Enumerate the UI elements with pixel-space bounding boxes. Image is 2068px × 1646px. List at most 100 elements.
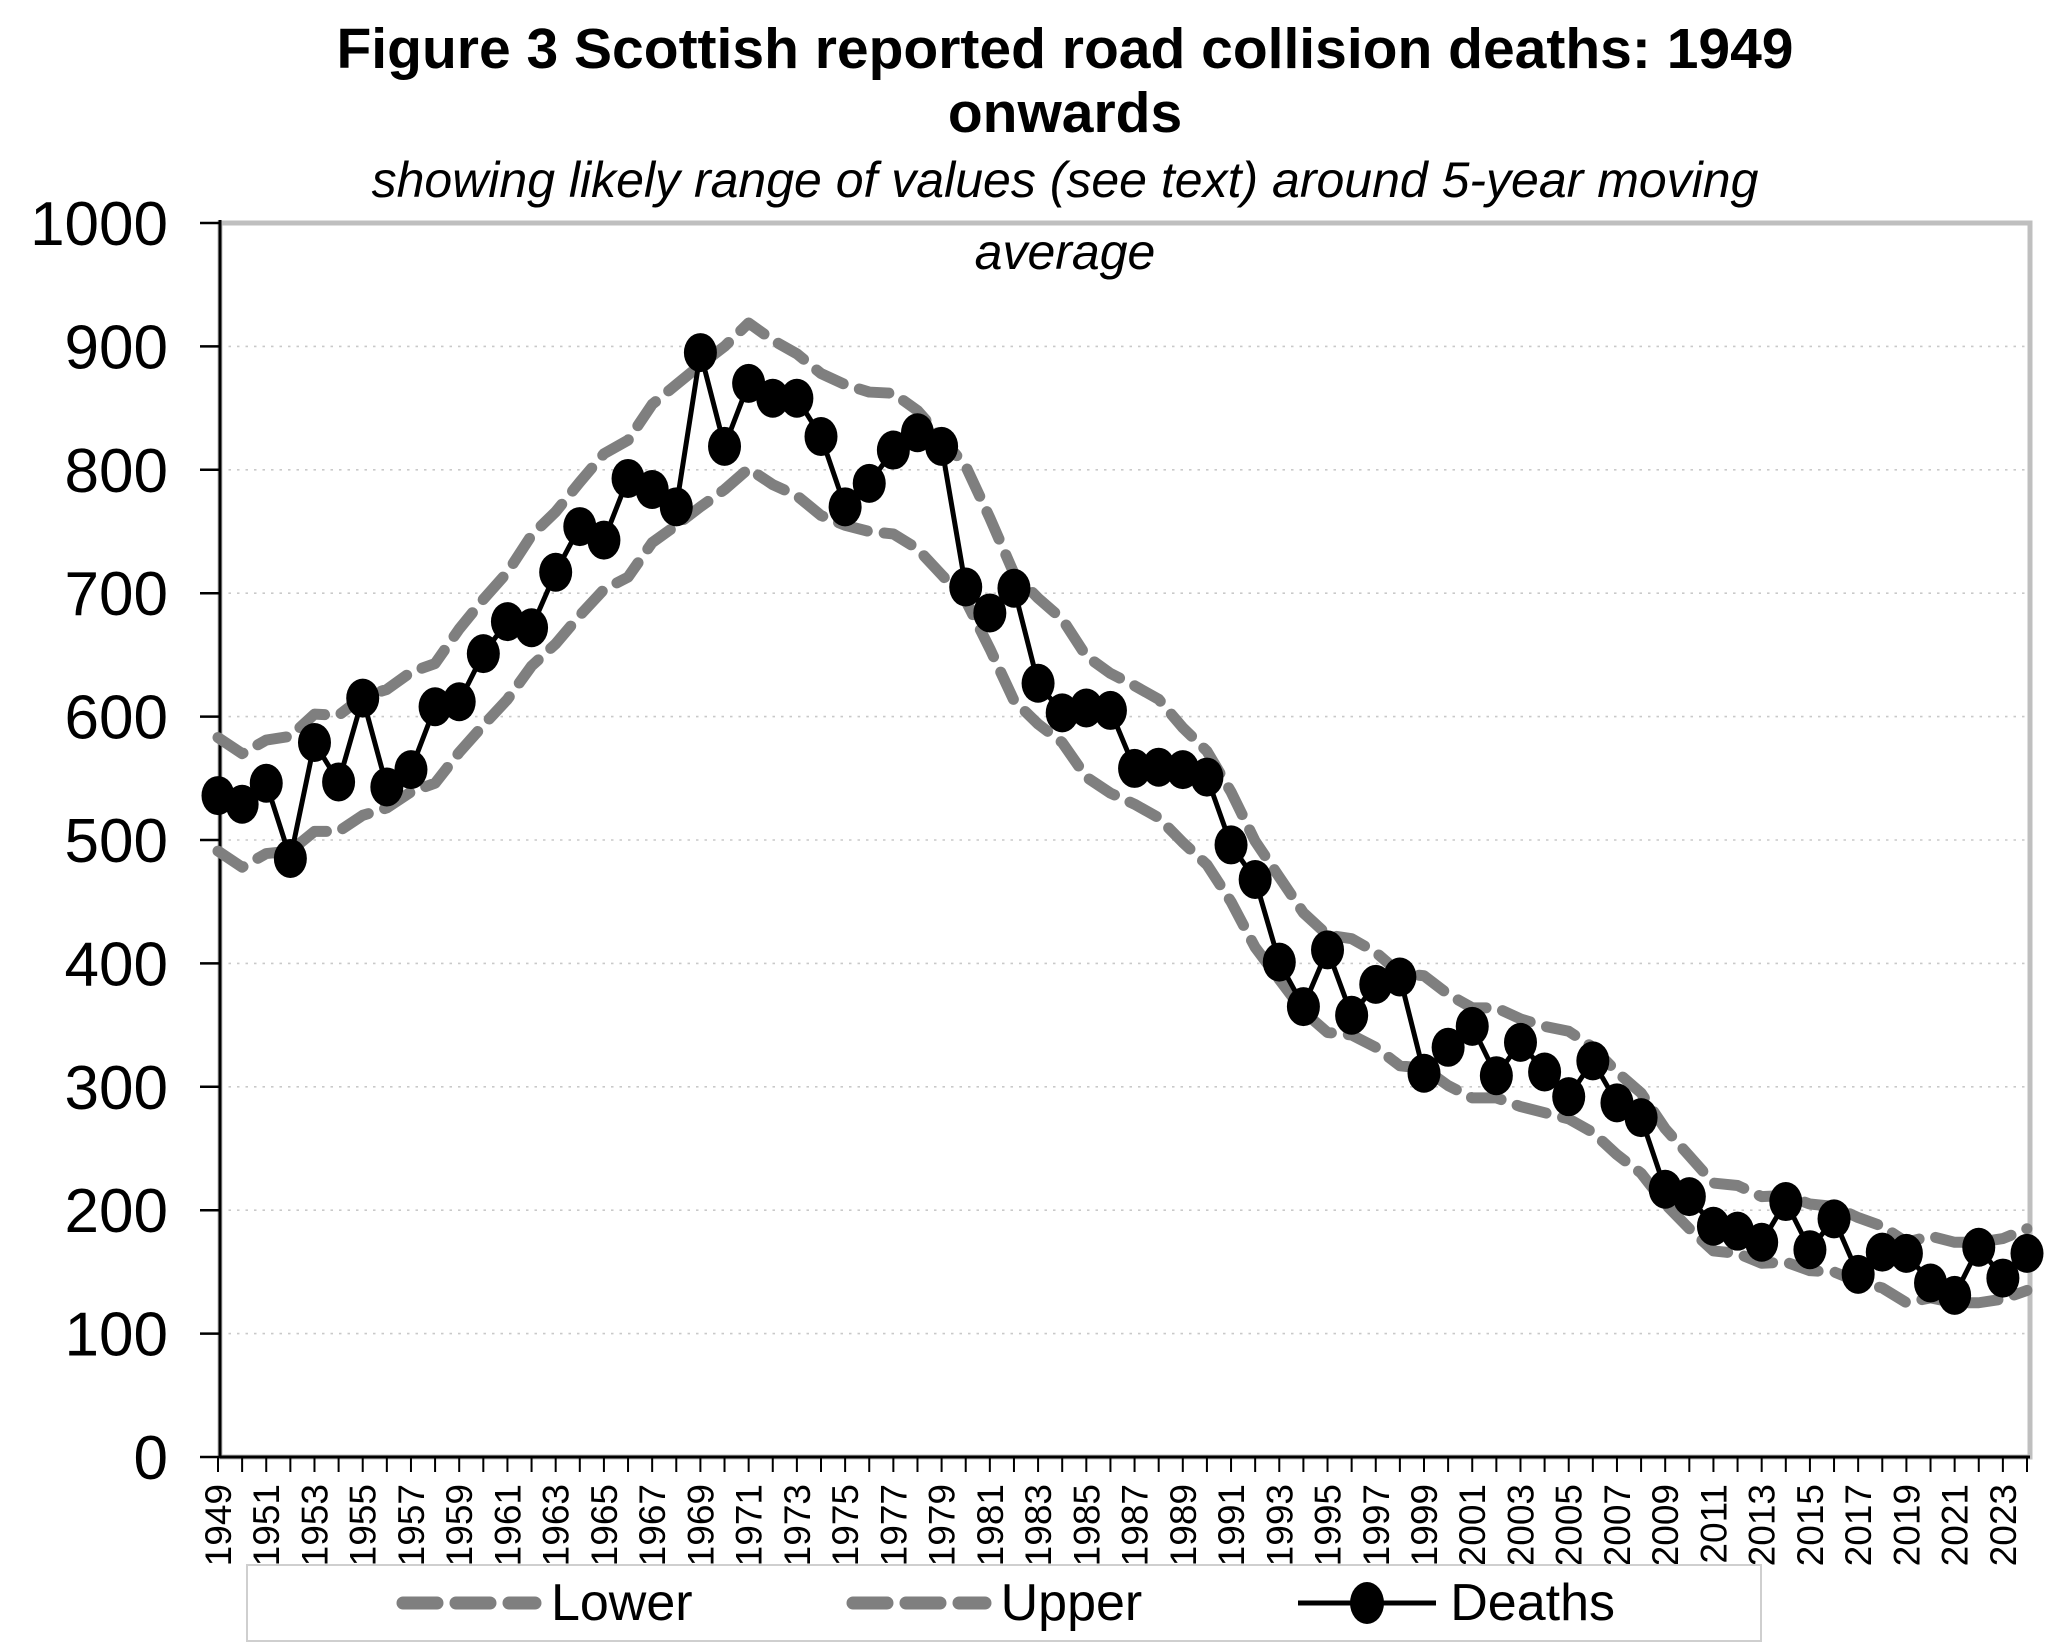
deaths-data-point [997, 568, 1031, 608]
deaths-data-point [1528, 1052, 1562, 1092]
x-axis-label: 1981 [970, 1484, 1011, 1566]
deaths-data-point [587, 520, 621, 560]
deaths-data-point [1407, 1053, 1441, 1093]
deaths-data-point [1142, 747, 1176, 787]
chart-subtitle-line-2: average [974, 224, 1156, 280]
deaths-data-point [708, 426, 742, 466]
y-axis-label: 900 [65, 313, 168, 382]
deaths-data-point [466, 634, 500, 674]
deaths-data-point [442, 682, 476, 722]
y-axis-label: 100 [65, 1301, 168, 1370]
deaths-data-point [1479, 1056, 1513, 1096]
y-axis-label: 200 [65, 1177, 168, 1246]
deaths-data-point [370, 767, 404, 807]
deaths-data-point [1021, 663, 1055, 703]
x-axis-label: 2011 [1693, 1484, 1734, 1564]
deaths-data-point [876, 430, 910, 470]
legend-label-upper: Upper [1000, 1574, 1143, 1632]
x-axis-label: 1959 [439, 1484, 480, 1566]
x-axis-label: 1967 [632, 1484, 673, 1566]
lower-dashed-line-icon [396, 1596, 542, 1610]
deaths-data-point [1552, 1077, 1586, 1117]
deaths-data-point [1817, 1199, 1851, 1239]
deaths-data-point [225, 784, 259, 824]
deaths-data-point [1865, 1232, 1899, 1272]
x-axis-label: 2009 [1645, 1484, 1686, 1566]
deaths-data-point [1238, 859, 1272, 899]
y-axis-label: 700 [65, 560, 168, 629]
chart-subtitle-line-1: showing likely range of values (see text… [371, 152, 1759, 208]
y-axis-label: 400 [65, 930, 168, 999]
x-axis-label: 2013 [1742, 1484, 1783, 1566]
deaths-data-point [273, 839, 307, 879]
deaths-data-point [756, 378, 790, 418]
upper-series-line [212, 317, 2033, 1248]
deaths-data-point [2010, 1233, 2044, 1273]
deaths-series-line [217, 350, 2029, 1298]
x-axis-label: 1991 [1211, 1484, 1252, 1566]
x-axis-label: 1969 [680, 1484, 721, 1566]
deaths-data-point [780, 378, 814, 418]
deaths-data-point [1503, 1022, 1537, 1062]
x-axis-label: 2021 [1935, 1484, 1976, 1566]
y-axis-label: 300 [65, 1054, 168, 1123]
deaths-data-point [1889, 1233, 1923, 1273]
x-axis-label: 2005 [1549, 1484, 1590, 1566]
deaths-data-point [539, 552, 573, 592]
chart-title-line-2: onwards [947, 81, 1183, 145]
y-axis-label: 800 [65, 437, 168, 506]
x-axis-label: 1955 [343, 1484, 384, 1566]
deaths-data-point [515, 608, 549, 648]
deaths-data-point [1769, 1182, 1803, 1222]
x-axis-label: 1999 [1404, 1484, 1445, 1566]
deaths-data-point [1672, 1177, 1706, 1217]
deaths-data-point [1841, 1254, 1875, 1294]
deaths-data-point [1455, 1006, 1489, 1046]
x-axis-label: 1989 [1163, 1484, 1204, 1566]
deaths-data-point [1576, 1041, 1610, 1081]
deaths-data-point [1383, 957, 1417, 997]
deaths-data-point [249, 763, 283, 803]
x-axis-label: 1975 [825, 1484, 866, 1566]
y-axis-label: 0 [134, 1424, 168, 1493]
x-axis-label: 1957 [391, 1484, 432, 1566]
deaths-data-point [1624, 1098, 1658, 1138]
x-axis-label: 2019 [1886, 1484, 1927, 1566]
deaths-data-point [1793, 1230, 1827, 1270]
x-axis-label: 1983 [1018, 1484, 1059, 1566]
x-axis-label: 1987 [1115, 1484, 1156, 1566]
x-axis-label: 1977 [873, 1484, 914, 1566]
x-axis-label: 1997 [1356, 1484, 1397, 1566]
x-axis-label: 1995 [1308, 1484, 1349, 1566]
x-axis-label: 2023 [1983, 1484, 2024, 1566]
y-axis-label: 1000 [30, 190, 168, 259]
deaths-data-point [1335, 995, 1369, 1035]
deaths-data-point [1286, 987, 1320, 1027]
legend-label-deaths: Deaths [1450, 1574, 1616, 1632]
y-axis-label: 500 [65, 807, 168, 876]
deaths-data-point [683, 333, 717, 373]
x-axis-label: 1953 [294, 1484, 335, 1566]
y-axis-label: 600 [65, 684, 168, 753]
deaths-data-point [1431, 1027, 1465, 1067]
x-axis-label: 1961 [487, 1484, 528, 1566]
x-axis-label: 1993 [1259, 1484, 1300, 1566]
x-axis-label: 2003 [1500, 1484, 1541, 1566]
x-axis-label: 1973 [777, 1484, 818, 1566]
deaths-line-marker-icon [1298, 1582, 1437, 1624]
x-axis-label: 2017 [1838, 1484, 1879, 1566]
deaths-data-point [973, 593, 1007, 633]
deaths-data-point [1214, 825, 1248, 865]
deaths-data-point [852, 463, 886, 503]
deaths-data-point [1938, 1275, 1972, 1315]
x-axis-label: 1979 [922, 1484, 963, 1566]
legend-item-deaths: Deaths [1292, 1577, 1615, 1629]
deaths-data-point [322, 762, 356, 802]
x-axis-label: 1951 [246, 1484, 287, 1566]
deaths-data-point [1069, 688, 1103, 728]
deaths-data-point [1190, 757, 1224, 797]
legend-item-lower: Lower [393, 1577, 693, 1629]
deaths-data-point [804, 416, 838, 456]
